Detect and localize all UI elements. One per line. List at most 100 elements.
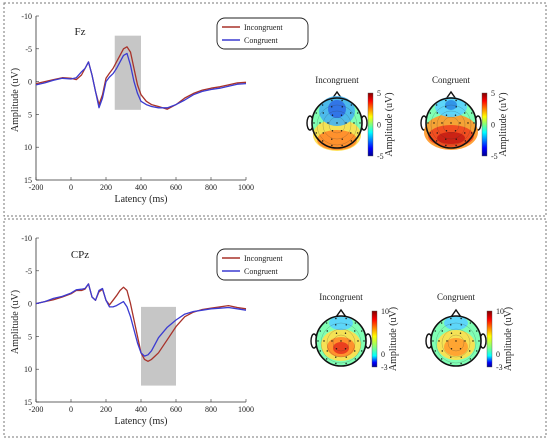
contour-line <box>430 104 472 146</box>
y-tick-label: -10 <box>21 234 32 243</box>
contour-line <box>320 322 362 364</box>
electrode <box>319 330 321 332</box>
colorbar <box>481 92 488 157</box>
topomap-title: Incongruent <box>315 75 359 85</box>
electrode <box>435 104 438 106</box>
y-tick-label: 10 <box>24 365 32 374</box>
electrode <box>326 350 328 352</box>
electrode <box>354 358 357 360</box>
topomap-title: Congruent <box>437 292 475 302</box>
topomap-congruent: Congruent 10 0 -3 Amplitude (uV) <box>425 292 514 372</box>
colorbar <box>371 310 378 368</box>
electrode <box>478 340 480 342</box>
electrode <box>344 332 347 334</box>
electrode <box>459 332 462 334</box>
y-tick-label: -10 <box>21 12 32 21</box>
colorbar-tick-label: 10 <box>381 307 389 316</box>
electrode <box>335 362 337 365</box>
contour-line <box>322 110 352 140</box>
y-axis-label: Amplitude (uV) <box>10 68 21 132</box>
electrode <box>335 348 338 350</box>
topomap-incongruent: Incongruent 10 0 -3 Amplitude (uV) <box>310 292 399 372</box>
electrode <box>460 317 462 320</box>
electrode <box>459 348 462 350</box>
x-tick-label: 400 <box>135 405 147 414</box>
colorbar-tick-label: -3 <box>496 363 503 372</box>
electrode <box>322 112 324 114</box>
electrode <box>435 140 438 142</box>
electrode <box>325 358 328 360</box>
electrode <box>469 358 472 360</box>
y-tick-label: 15 <box>24 398 32 407</box>
electrode <box>446 340 448 342</box>
electrode <box>335 317 337 320</box>
electrode <box>315 132 317 134</box>
y-axis-label: Amplitude (uV) <box>10 290 21 354</box>
electrode <box>438 340 440 342</box>
y-tick-label: 10 <box>24 143 32 152</box>
legend: Incongruent Congruent <box>216 248 309 281</box>
electrode <box>472 340 474 342</box>
electrode <box>340 114 343 116</box>
electrode <box>445 144 447 147</box>
electrode <box>331 106 333 108</box>
colorbar-tick-label: -5 <box>491 152 498 161</box>
line-chart-cpz: -10 -5 0 5 10 15-200 0 200 400 600 800 1000 Latency … <box>10 234 309 427</box>
panel-top-frame <box>3 2 547 217</box>
electrode <box>322 132 324 134</box>
contour-line <box>316 104 358 146</box>
chart-title: Fz <box>75 26 86 38</box>
contour-line <box>441 328 471 358</box>
electrode <box>354 330 356 332</box>
electrode <box>321 140 324 142</box>
electrode <box>327 122 329 124</box>
electrode <box>331 130 334 132</box>
y-tick-label: 5 <box>28 110 32 119</box>
electrode <box>469 330 471 332</box>
electrode <box>464 340 466 342</box>
electrode <box>450 356 452 358</box>
electrode <box>350 112 352 114</box>
topomap-title: Incongruent <box>319 292 363 302</box>
x-tick-label: -200 <box>29 405 44 414</box>
electrode <box>476 350 478 352</box>
electrode <box>441 122 443 124</box>
topomap-title: Congruent <box>432 75 470 85</box>
electrode <box>335 356 337 358</box>
legend-label-congruent: Congruent <box>244 267 279 276</box>
electrode <box>349 340 351 342</box>
electrode <box>450 348 453 350</box>
y-tick-label: 0 <box>28 78 32 87</box>
electrode <box>464 140 467 142</box>
electrode <box>471 132 473 134</box>
head-nose <box>450 308 462 318</box>
electrode <box>340 340 342 342</box>
x-tick-label: 200 <box>100 405 112 414</box>
colorbar-tick-label: 0 <box>381 350 385 359</box>
x-tick-label: 1000 <box>238 405 254 414</box>
head-outline <box>315 315 367 367</box>
electrode <box>350 140 353 142</box>
electrode <box>345 324 347 326</box>
electrode <box>335 324 337 326</box>
legend-label-incongruent: Incongruent <box>244 254 283 263</box>
x-tick-label: 200 <box>100 183 112 192</box>
electrode <box>317 340 319 342</box>
electrode <box>467 122 469 124</box>
electrode <box>455 144 457 147</box>
colorbar-tick-label: 5 <box>377 89 381 98</box>
head-outline <box>311 97 363 149</box>
electrode <box>336 122 338 124</box>
y-tick-label: -5 <box>25 45 32 54</box>
scalp-region <box>444 338 468 356</box>
electrode <box>445 106 447 108</box>
electrode <box>464 132 466 134</box>
colorbar-tick-label: 0 <box>491 121 495 130</box>
electrode <box>450 122 452 124</box>
electrode <box>340 130 343 132</box>
electrode <box>450 324 452 326</box>
electrode <box>445 130 448 132</box>
electrode <box>454 114 457 116</box>
electrode <box>460 362 462 365</box>
